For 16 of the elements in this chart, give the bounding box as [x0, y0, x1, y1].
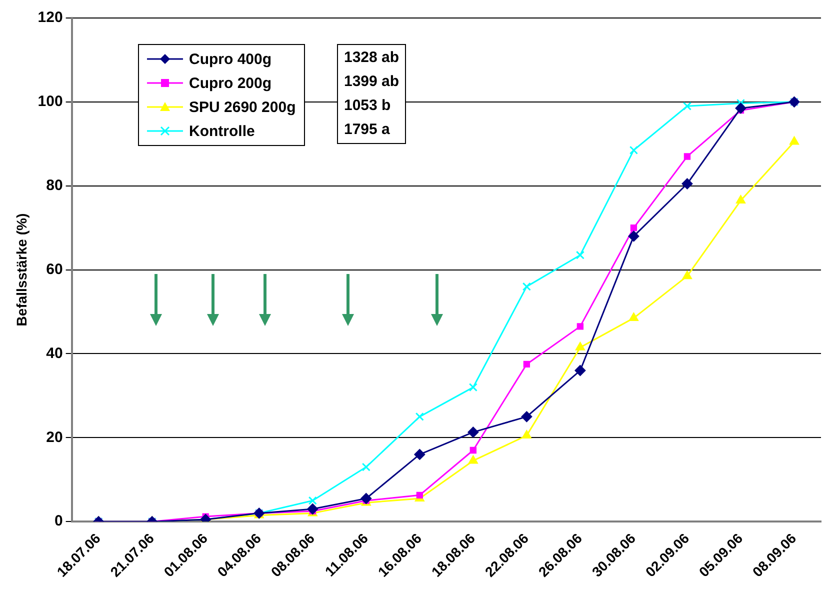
y-tick-label: 100: [38, 93, 63, 110]
legend-label: SPU 2690 200g: [189, 98, 296, 116]
annotation: 1795 a: [344, 120, 391, 140]
legend-label: Cupro 400g: [189, 50, 272, 68]
annotation: 1328 ab: [344, 48, 400, 68]
y-tick-label: 0: [54, 512, 63, 530]
y-axis-title: Befallsstärke (%): [13, 213, 30, 326]
y-tick-label: 60: [46, 260, 63, 278]
y-tick-label: 80: [46, 177, 63, 194]
y-tick-label: 120: [38, 9, 63, 26]
legend-label: Cupro 200g: [189, 74, 272, 92]
legend-label: Kontrolle: [189, 122, 255, 140]
y-tick-label: 40: [46, 344, 63, 362]
annotation: 1053 b: [344, 96, 392, 116]
y-tick-label: 20: [46, 428, 63, 446]
annotation: 1399 ab: [344, 72, 400, 92]
